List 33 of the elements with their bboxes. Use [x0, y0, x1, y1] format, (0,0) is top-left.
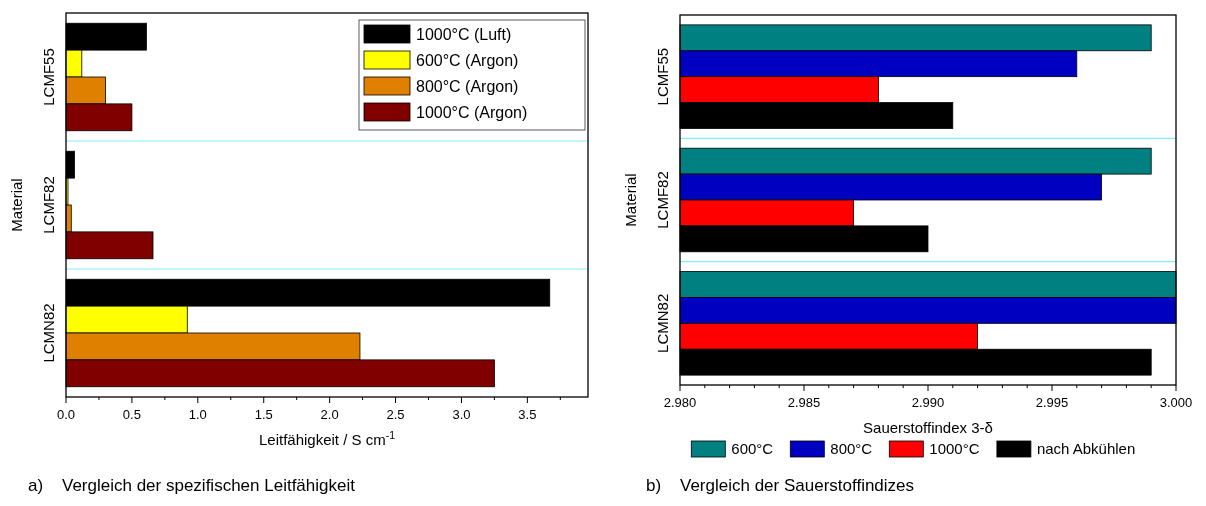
y-tick-label: LCMF55	[40, 48, 57, 106]
x-axis-title: Leitfähigkeit / S cm$^{-1}$	[258, 429, 396, 448]
x-tick-label: 2.985	[787, 395, 821, 410]
x-tick-label: 2.990	[911, 395, 945, 410]
x-tick-label: 2.5	[386, 407, 405, 422]
text: a) Vergleich der spezifischen Leitfähigkeit	[28, 476, 356, 495]
x-axis-title: Sauerstoffindex 3-δ	[863, 419, 993, 436]
x-tick-label: 2.0	[320, 407, 339, 422]
legend-label: 800°C	[830, 440, 873, 457]
y-tick-label: LCMF82	[654, 171, 671, 229]
y-tick-label: LCMN82	[40, 303, 57, 363]
legend-label: 1000°C (Argon)	[416, 104, 528, 121]
x-tick-label: 3.0	[452, 407, 471, 422]
legend-label: 800°C (Argon)	[416, 78, 519, 95]
legend-label: nach Abkühlen	[1036, 440, 1136, 457]
y-axis-title: Material	[8, 178, 25, 232]
legend-label: 1000°C	[929, 440, 980, 457]
y-tick-label: LCMF55	[654, 47, 671, 106]
y-axis-title: Material	[622, 173, 639, 227]
x-tick-label: 1.5	[254, 407, 273, 422]
y-tick-label: LCMN82	[654, 293, 671, 353]
x-tick-label: 3.000	[1159, 395, 1193, 410]
x-tick-label: 2.995	[1035, 395, 1069, 410]
x-tick-label: 3.5	[518, 407, 537, 422]
legend-label: 1000°C (Luft)	[416, 26, 512, 43]
x-tick-label: 0.5	[122, 407, 141, 422]
x-tick-label: 1.0	[188, 407, 207, 422]
legend-label: 600°C	[731, 440, 774, 457]
x-tick-label: 2.980	[663, 395, 697, 410]
x-tick-label: 0.0	[56, 407, 76, 422]
y-tick-label: LCMF82	[40, 176, 57, 234]
text: b) Vergleich der Sauerstoffindizes	[646, 476, 915, 495]
legend-label: 600°C (Argon)	[416, 52, 519, 69]
